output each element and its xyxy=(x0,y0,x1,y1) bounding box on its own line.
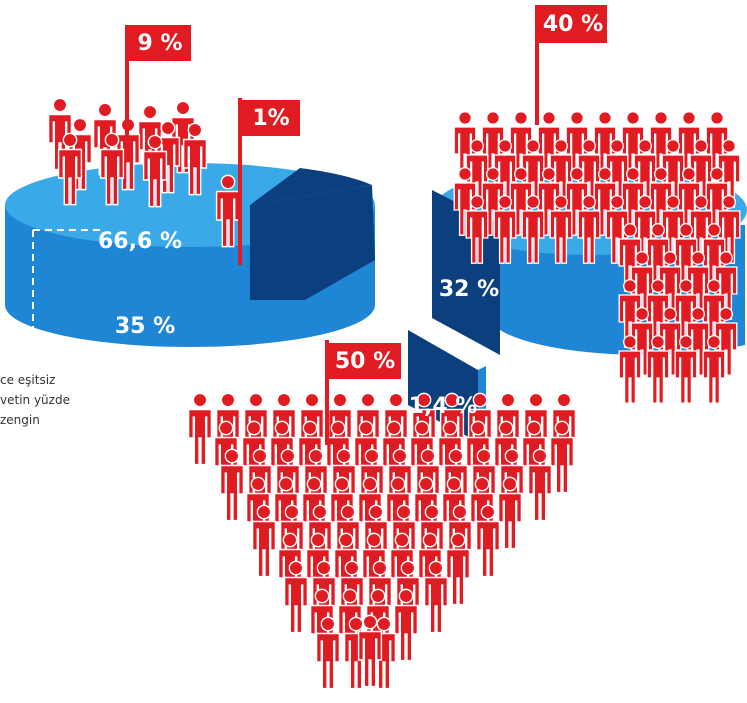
person xyxy=(527,448,553,522)
person xyxy=(57,132,83,206)
pie-wedge-top xyxy=(250,168,372,205)
slice-label: 32 % xyxy=(439,277,499,302)
person xyxy=(182,122,208,196)
person xyxy=(577,195,601,264)
person xyxy=(357,614,383,688)
flag xyxy=(129,25,191,61)
flag xyxy=(242,100,300,136)
person xyxy=(646,335,670,404)
left-pie xyxy=(5,163,375,347)
person xyxy=(521,195,545,264)
person xyxy=(423,560,449,634)
people xyxy=(47,97,741,690)
pie-wedge xyxy=(250,185,375,300)
flag xyxy=(539,5,607,43)
person xyxy=(475,504,501,578)
person xyxy=(497,476,523,550)
flags: 9 % 1% 40 % 50 % xyxy=(125,5,607,445)
caption-line: vetin yüzde xyxy=(0,393,70,407)
flag xyxy=(329,343,401,379)
slice-label: 66,6 % xyxy=(98,229,182,254)
person xyxy=(215,174,241,248)
person xyxy=(674,335,698,404)
slice-label: 1,4 % xyxy=(409,394,478,419)
flag-label: 50 % xyxy=(335,349,395,374)
person xyxy=(618,335,642,404)
person xyxy=(549,420,575,494)
person xyxy=(549,195,573,264)
person xyxy=(219,448,245,522)
person xyxy=(99,132,125,206)
person xyxy=(315,616,341,690)
person xyxy=(465,195,489,264)
person xyxy=(283,560,309,634)
person xyxy=(187,392,213,466)
caption-line: zengin xyxy=(0,413,40,427)
flag-label: 9 % xyxy=(137,31,182,56)
person xyxy=(393,588,419,662)
caption-line: ce eşitsiz xyxy=(0,373,55,387)
flag-label: 40 % xyxy=(543,12,603,37)
person xyxy=(251,504,277,578)
person xyxy=(702,335,726,404)
person xyxy=(142,134,168,208)
person xyxy=(445,532,471,606)
slice-label: 35 % xyxy=(115,314,175,339)
person xyxy=(493,195,517,264)
flag-label: 1% xyxy=(252,106,289,131)
